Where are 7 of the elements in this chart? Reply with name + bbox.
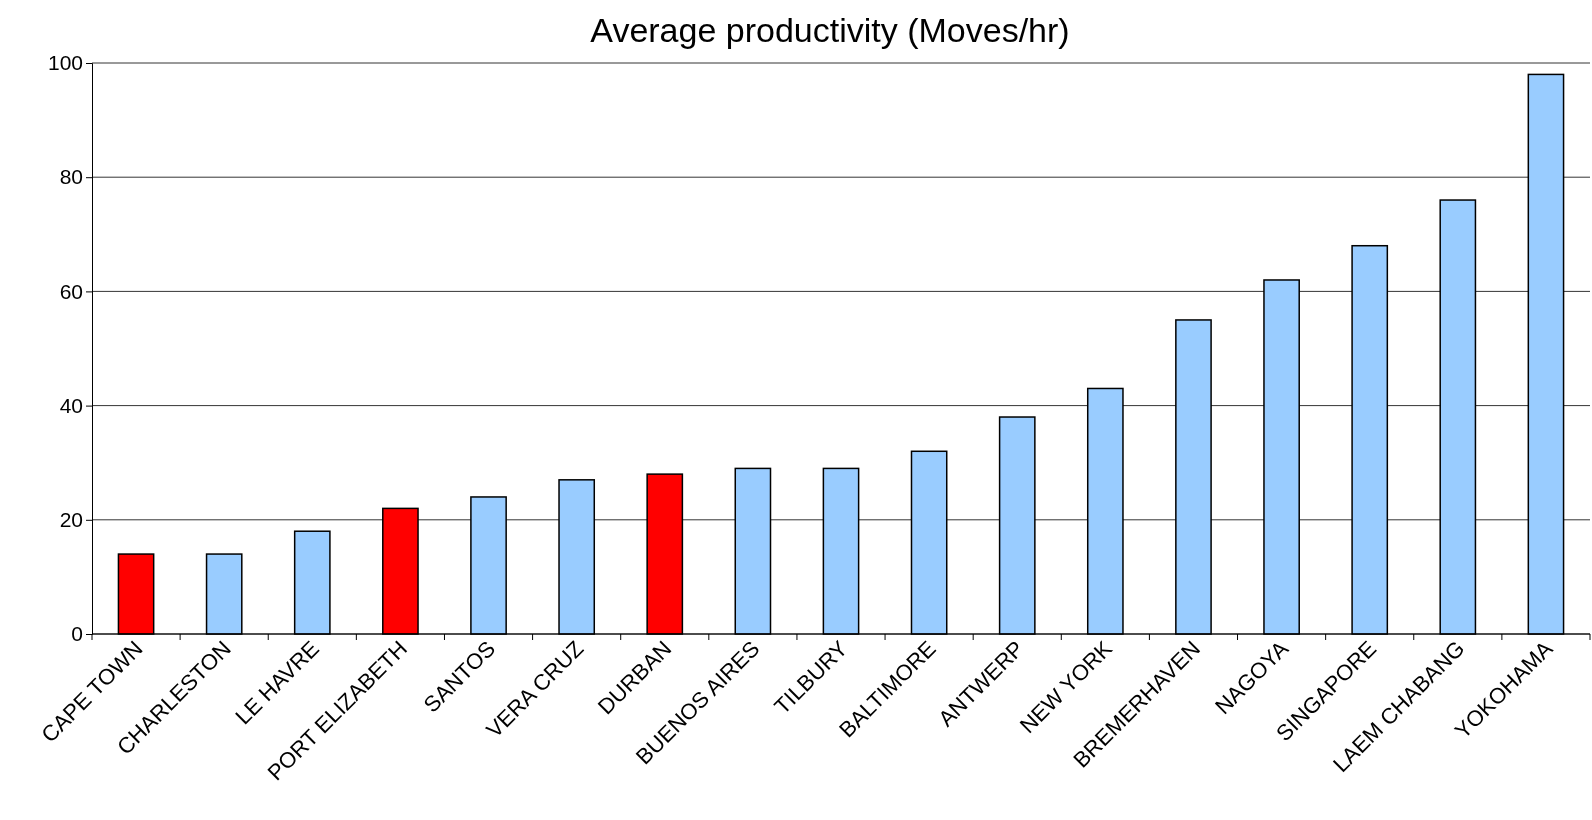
chart-title: Average productivity (Moves/hr): [590, 11, 1070, 49]
y-tick-label: 100: [47, 51, 83, 75]
y-tick-label: 20: [59, 508, 83, 532]
y-tick-label: 0: [71, 622, 83, 646]
y-tick-label: 40: [59, 393, 83, 417]
y-tick-label: 80: [59, 165, 83, 189]
y-tick-label: 60: [59, 279, 83, 303]
